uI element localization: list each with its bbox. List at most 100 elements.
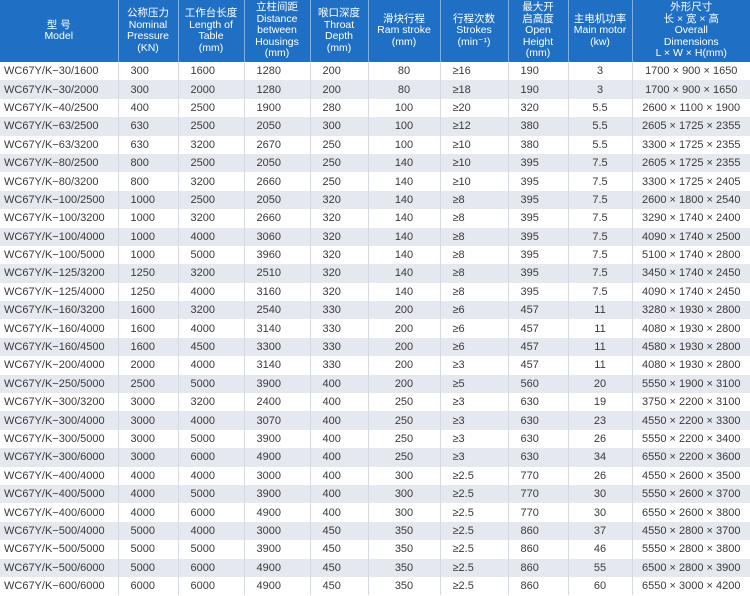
header-line: Main motor [573, 24, 627, 37]
model-cell: WC67Y/K−63/2500 [0, 117, 119, 136]
value-cell: 100 [368, 135, 441, 154]
value-cell: 560 [508, 374, 569, 394]
value-cell: 630 [508, 411, 569, 430]
header-line: Pressure [126, 30, 169, 42]
header-line: 滑块行程 [383, 12, 425, 25]
model-cell: WC67Y/K−125/3200 [0, 264, 119, 283]
table-row: WC67Y/K−63/3200 630 3200 2670 250 100 ≥10 380 5.… [0, 135, 750, 154]
table-body: WC67Y/K−30/1600 300 1600 1280 200 80 ≥16 190 3 17… [0, 62, 750, 596]
header-line: Overall [674, 24, 708, 37]
header-line: Housings [255, 35, 299, 48]
header-line: between [257, 24, 297, 37]
value-cell: 200 [368, 319, 441, 338]
model-cell: WC67Y/K−500/5000 [0, 540, 119, 559]
model-cell: WC67Y/K−63/3200 [0, 135, 119, 154]
value-cell: 6550 × 3000 × 4200 [642, 580, 741, 593]
value-cell: 46 [568, 540, 633, 559]
value-cell: 630 [118, 135, 179, 154]
value-cell: 350 [368, 576, 441, 596]
value-cell: ≥8 [440, 264, 509, 283]
value-cell: 330 [310, 337, 369, 357]
value-cell: 350 [368, 558, 441, 577]
table-row: WC67Y/K−160/4500 1600 4500 3300 330 200 ≥6 457 1… [0, 337, 750, 357]
header-line: (mm) [198, 41, 224, 54]
model-cell: WC67Y/K−100/4000 [0, 227, 119, 246]
table-row: WC67Y/K−30/1600 300 1600 1280 200 80 ≥16 190 3 17… [0, 62, 750, 81]
value-cell: 5000 [178, 374, 245, 394]
table-row: WC67Y/K−300/4000 3000 4000 3070 400 250 ≥3 630 2… [0, 411, 750, 430]
value-cell: 3450 × 1740 × 2450 [632, 264, 750, 283]
value-cell: 300 [118, 80, 179, 99]
model-cell: WC67Y/K−30/2000 [0, 80, 119, 99]
value-cell: ≥10 [440, 153, 509, 173]
value-cell: 5000 [118, 558, 179, 577]
value-cell: 400 [310, 466, 369, 485]
value-cell: 3300 [244, 337, 311, 357]
model-cell: WC67Y/K−100/5000 [0, 245, 119, 265]
value-cell: 3140 [244, 356, 311, 375]
value-cell: 630 [118, 117, 179, 136]
value-cell: 350 [368, 521, 441, 541]
value-cell: 4000 [178, 319, 245, 338]
value-cell: 3000 [118, 393, 179, 412]
value-cell: 630 [508, 448, 569, 467]
value-cell: 200 [368, 356, 441, 375]
header-cell: 滑块行程 Ram stroke (mm) [368, 0, 441, 62]
model-cell: WC67Y/K−30/1600 [0, 62, 119, 81]
value-cell: 4000 [178, 282, 245, 302]
value-cell: 200 [368, 374, 441, 394]
header-line: (mm) [391, 35, 417, 48]
value-cell: 6000 [178, 503, 245, 522]
model-cell: WC67Y/K−125/4000 [0, 282, 119, 302]
table-row: WC67Y/K−400/6000 4000 6000 4900 400 300 ≥2.5 77… [0, 503, 750, 522]
model-cell: WC67Y/K−80/3200 [0, 172, 119, 191]
value-cell: 395 [508, 282, 569, 302]
header-line: Height [522, 35, 554, 48]
value-cell: 6550 × 2600 × 3800 [642, 506, 741, 519]
value-cell: 20 [568, 374, 633, 394]
value-cell: 3900 [244, 484, 311, 504]
value-cell: 770 [508, 484, 569, 504]
header-line: Model [44, 30, 74, 42]
value-cell: 300 [310, 117, 369, 136]
value-cell: 400 [310, 393, 369, 412]
value-cell: 3070 [244, 411, 311, 430]
value-cell: 320 [310, 227, 369, 246]
value-cell: 770 [508, 466, 569, 485]
value-cell: 457 [508, 337, 569, 357]
model-cell: WC67Y/K−400/5000 [0, 484, 119, 504]
value-cell: 800 [118, 153, 179, 173]
value-cell: 55 [568, 558, 633, 577]
table-row: WC67Y/K−160/4000 1600 4000 3140 330 200 ≥6 457 1… [0, 319, 750, 338]
value-cell: ≥5 [440, 374, 509, 394]
value-cell: 5000 [178, 540, 245, 559]
value-cell: 11 [568, 319, 633, 338]
value-cell: 7.5 [568, 153, 633, 173]
value-cell: 860 [508, 576, 569, 596]
value-cell: 457 [508, 301, 569, 320]
value-cell: 3000 [244, 466, 311, 485]
value-cell: 200 [368, 337, 441, 357]
value-cell: 4900 [244, 503, 311, 522]
value-cell: 5.5 [568, 98, 633, 118]
value-cell: 7.5 [568, 282, 633, 302]
header-line: Nominal [128, 18, 168, 31]
value-cell: 280 [310, 98, 369, 118]
header-line: 长 × 宽 × 高 [663, 12, 719, 25]
value-cell: 6000 [178, 558, 245, 577]
value-cell: 6500 × 2800 × 3900 [632, 558, 750, 577]
value-cell: 450 [310, 576, 369, 596]
value-cell: 100 [368, 117, 441, 136]
value-cell: ≥20 [440, 98, 509, 118]
value-cell: 6000 [118, 576, 179, 596]
value-cell: 37 [568, 521, 633, 541]
value-cell: 5000 [178, 429, 245, 449]
value-cell: 6000 [178, 448, 245, 467]
header-line: (mm) [264, 47, 290, 60]
header-line: Throat [323, 18, 355, 31]
value-cell: 450 [310, 540, 369, 559]
value-cell: ≥2.5 [440, 521, 509, 541]
value-cell: 11 [568, 337, 633, 357]
